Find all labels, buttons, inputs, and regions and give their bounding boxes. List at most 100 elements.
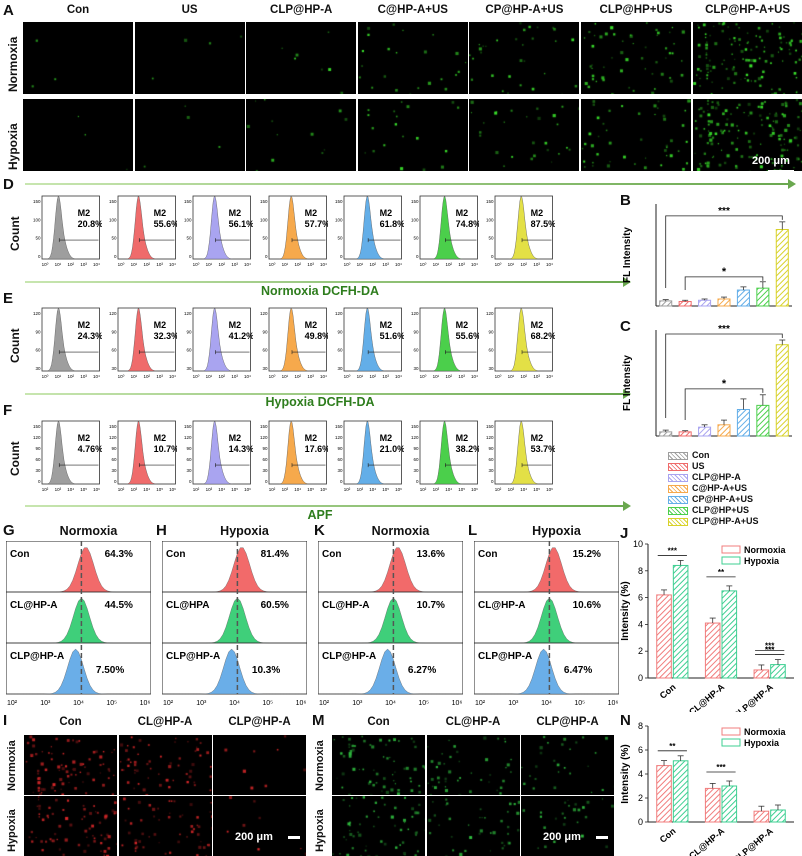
flow-gate-value: 38.2%	[455, 444, 479, 454]
flow-xtick: 10³	[382, 262, 389, 267]
row-label: Hypoxia	[314, 809, 326, 852]
flow-ytick: 0	[38, 254, 41, 259]
panel-letter-e: E	[3, 290, 14, 307]
micrograph	[426, 796, 520, 856]
flow-xtick: 10⁵	[533, 487, 540, 492]
chart-ytick: 4	[638, 769, 643, 779]
micrograph-a	[357, 99, 468, 171]
flow-xtick: 10⁰	[495, 374, 502, 379]
gradient-arrow-a	[25, 179, 796, 189]
chart-ylabel: Intensity (%)	[620, 744, 631, 803]
chart-ytick: 6	[638, 593, 643, 603]
scale-bar-line-a	[768, 170, 794, 173]
flow-gate-value: 53.7%	[531, 444, 555, 454]
flow-xtick: 10⁴	[218, 487, 225, 492]
flow-ytick: 120	[108, 435, 116, 440]
flow-histogram-curve	[419, 421, 477, 485]
flow-gate-value: 55.6%	[455, 331, 479, 341]
flow-ytick: 0	[340, 479, 343, 484]
flow-xtick: 10³	[130, 487, 137, 492]
overlay-title: Normoxia	[59, 524, 118, 538]
micrograph-a	[23, 99, 133, 171]
legend-item: CLP@HP-A	[668, 472, 802, 483]
flow-xtick: 10⁴	[445, 487, 452, 492]
flow-xtick: 10⁴	[546, 262, 553, 267]
legend-label: CLP@HP-A	[692, 472, 741, 482]
overlay-row-label: CL@HPA	[166, 600, 209, 611]
chart-bar	[659, 300, 673, 307]
overlay-histogram	[474, 648, 619, 695]
flow-xtick: 10²	[445, 374, 452, 379]
flow-ytick: 50	[35, 236, 41, 241]
flow-xtick: 10¹	[281, 262, 288, 267]
flow-ytick: 100	[259, 217, 267, 222]
chart-bar	[659, 431, 673, 437]
flow-xtick: 10²	[67, 374, 74, 379]
legend-swatch	[668, 496, 688, 504]
flow-xtick: 10¹	[55, 262, 62, 267]
flow-ytick: 120	[335, 435, 343, 440]
flow-gate-value: 17.6%	[304, 444, 328, 454]
flow-xtick: 10⁴	[93, 374, 100, 379]
flow-ytick: 100	[33, 217, 41, 222]
flow-gate-label: M2	[455, 433, 468, 443]
sig-bracket	[665, 215, 783, 288]
flow-xtick: 10²	[193, 487, 200, 492]
flow-ytick: 0	[189, 254, 192, 259]
flow-ytick: 0	[38, 479, 41, 484]
flow-xtick: 10³	[156, 374, 163, 379]
flow-xtick: 10⁴	[395, 374, 402, 379]
overlay-xtick: 10⁵	[262, 700, 273, 707]
micrograph	[118, 796, 212, 856]
chart-bar	[770, 809, 786, 823]
row-label: Hypoxia	[6, 809, 18, 852]
legend-label: Normoxia	[744, 545, 787, 555]
flow-ytick: 30	[262, 366, 268, 371]
flow-ytick: 50	[488, 236, 494, 241]
flow-xtick: 10⁶	[320, 487, 327, 492]
panel-letter-a: A	[3, 2, 14, 19]
chart-category-label: Con	[658, 826, 678, 845]
flow-ytick: 150	[108, 199, 116, 204]
chart-bar	[678, 301, 692, 307]
legend-label: Hypoxia	[744, 556, 780, 566]
flow-gate-label: M2	[455, 320, 468, 330]
chart-bar	[678, 431, 692, 437]
overlay-row-label: CL@HP-A	[10, 600, 58, 611]
chart-bar	[721, 590, 738, 679]
flow-xtick: 10⁰	[42, 374, 49, 379]
flow-xtick: 10⁰	[42, 262, 49, 267]
flow-ytick: 30	[337, 366, 343, 371]
overlay-row-value: 81.4%	[261, 549, 289, 560]
flow-xtick: 10³	[533, 374, 540, 379]
flow-xtick: 10²	[520, 374, 527, 379]
flow-gate-value: 20.8%	[78, 219, 102, 229]
overlay-row-label: CL@HP-A	[322, 600, 370, 611]
flow-ytick: 150	[410, 424, 418, 429]
flow-ytick: 150	[486, 424, 494, 429]
flow-ytick: 0	[415, 254, 418, 259]
legend-swatch	[721, 738, 741, 747]
panel-letter-j: J	[620, 525, 629, 542]
micrograph-a	[134, 22, 245, 94]
overlay-xtick: 10³	[352, 700, 363, 707]
flow-xtick: 10¹	[508, 262, 515, 267]
flow-histogram-curve	[495, 196, 553, 260]
overlay-row-value: 15.2%	[573, 549, 601, 560]
flow-ytick: 100	[486, 217, 494, 222]
flow-ytick: 60	[262, 348, 268, 353]
micrograph-a	[581, 99, 691, 171]
flow-xtick: 10⁵	[80, 487, 87, 492]
flow-ytick: 0	[415, 479, 418, 484]
chart-ytick: 8	[638, 721, 643, 731]
flow-xtick: 10⁵	[231, 487, 238, 492]
chart-bar	[717, 298, 731, 307]
chart-bar	[736, 409, 750, 437]
overlay-row-value: 13.6%	[417, 549, 445, 560]
flow-xtick: 10³	[206, 487, 213, 492]
flow-ytick: 120	[410, 435, 418, 440]
